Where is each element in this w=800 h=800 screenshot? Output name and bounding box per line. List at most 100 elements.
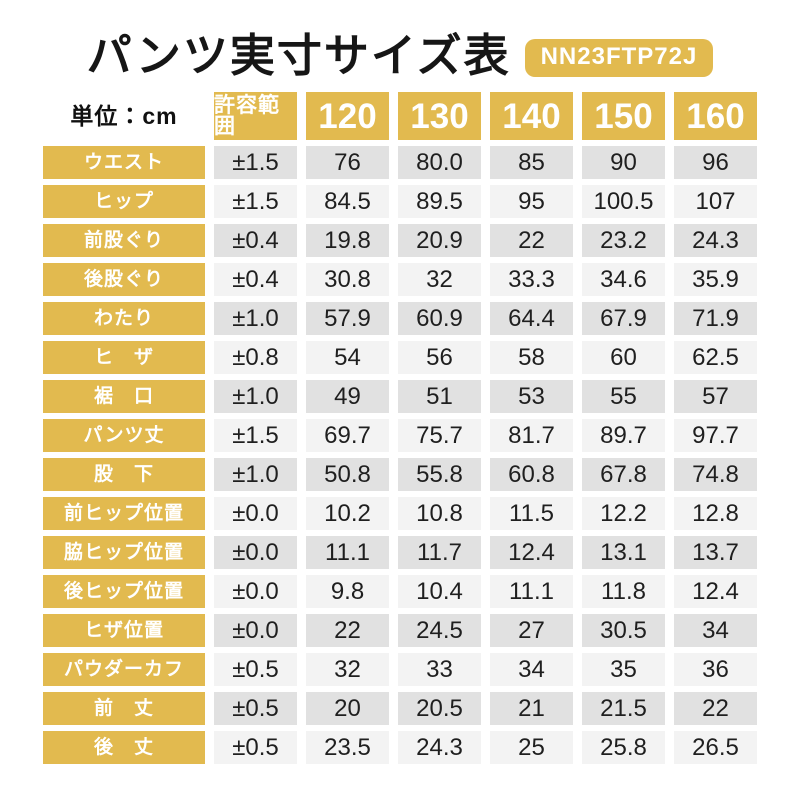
size-header: 130	[398, 92, 481, 140]
value-cell: 75.7	[398, 419, 481, 452]
value-cell: 62.5	[674, 341, 757, 374]
row-label: ヒップ	[43, 185, 205, 218]
value-cell: 12.4	[490, 536, 573, 569]
header: パンツ実寸サイズ表 NN23FTP72J	[0, 0, 800, 86]
value-cell: 22	[674, 692, 757, 725]
value-cell: 12.2	[582, 497, 665, 530]
value-cell: 34.6	[582, 263, 665, 296]
tolerance-cell: ±0.4	[214, 224, 297, 257]
row-label: わたり	[43, 302, 205, 335]
tolerance-cell: ±0.0	[214, 575, 297, 608]
tolerance-cell: ±0.0	[214, 497, 297, 530]
value-cell: 55.8	[398, 458, 481, 491]
value-cell: 71.9	[674, 302, 757, 335]
value-cell: 97.7	[674, 419, 757, 452]
row-label: 股 下	[43, 458, 205, 491]
row-label: 後 丈	[43, 731, 205, 764]
value-cell: 107	[674, 185, 757, 218]
value-cell: 76	[306, 146, 389, 179]
value-cell: 33.3	[490, 263, 573, 296]
value-cell: 57.9	[306, 302, 389, 335]
row-label: パンツ丈	[43, 419, 205, 452]
row-label: 脇ヒップ位置	[43, 536, 205, 569]
tolerance-cell: ±1.0	[214, 302, 297, 335]
value-cell: 35	[582, 653, 665, 686]
size-header: 120	[306, 92, 389, 140]
value-cell: 60.8	[490, 458, 573, 491]
value-cell: 13.1	[582, 536, 665, 569]
size-header: 150	[582, 92, 665, 140]
value-cell: 10.2	[306, 497, 389, 530]
value-cell: 11.5	[490, 497, 573, 530]
value-cell: 21	[490, 692, 573, 725]
value-cell: 56	[398, 341, 481, 374]
value-cell: 95	[490, 185, 573, 218]
tolerance-cell: ±1.5	[214, 146, 297, 179]
value-cell: 34	[674, 614, 757, 647]
value-cell: 12.4	[674, 575, 757, 608]
page-title: パンツ実寸サイズ表	[86, 29, 511, 81]
value-cell: 19.8	[306, 224, 389, 257]
value-cell: 84.5	[306, 185, 389, 218]
row-label: ヒ ザ	[43, 341, 205, 374]
tolerance-cell: ±1.0	[214, 380, 297, 413]
value-cell: 36	[674, 653, 757, 686]
value-cell: 24.5	[398, 614, 481, 647]
value-cell: 90	[582, 146, 665, 179]
value-cell: 74.8	[674, 458, 757, 491]
tolerance-cell: ±0.0	[214, 614, 297, 647]
row-label: パウダーカフ	[43, 653, 205, 686]
value-cell: 34	[490, 653, 573, 686]
value-cell: 64.4	[490, 302, 573, 335]
value-cell: 30.8	[306, 263, 389, 296]
size-header: 140	[490, 92, 573, 140]
value-cell: 49	[306, 380, 389, 413]
value-cell: 89.7	[582, 419, 665, 452]
size-header: 160	[674, 92, 757, 140]
row-label: 前ヒップ位置	[43, 497, 205, 530]
value-cell: 100.5	[582, 185, 665, 218]
value-cell: 12.8	[674, 497, 757, 530]
value-cell: 60.9	[398, 302, 481, 335]
value-cell: 33	[398, 653, 481, 686]
value-cell: 30.5	[582, 614, 665, 647]
unit-label: 単位：cm	[70, 102, 178, 129]
value-cell: 13.7	[674, 536, 757, 569]
row-label: 後股ぐり	[43, 263, 205, 296]
value-cell: 24.3	[674, 224, 757, 257]
value-cell: 32	[306, 653, 389, 686]
value-cell: 20.5	[398, 692, 481, 725]
product-code-badge: NN23FTP72J	[524, 39, 714, 77]
value-cell: 50.8	[306, 458, 389, 491]
tolerance-cell: ±1.5	[214, 419, 297, 452]
row-label: 後ヒップ位置	[43, 575, 205, 608]
value-cell: 11.7	[398, 536, 481, 569]
value-cell: 22	[306, 614, 389, 647]
value-cell: 58	[490, 341, 573, 374]
tolerance-cell: ±0.5	[214, 653, 297, 686]
tolerance-header: 許容範囲	[214, 92, 297, 140]
value-cell: 53	[490, 380, 573, 413]
value-cell: 27	[490, 614, 573, 647]
value-cell: 11.1	[490, 575, 573, 608]
value-cell: 25	[490, 731, 573, 764]
value-cell: 10.8	[398, 497, 481, 530]
value-cell: 32	[398, 263, 481, 296]
value-cell: 67.9	[582, 302, 665, 335]
value-cell: 54	[306, 341, 389, 374]
value-cell: 67.8	[582, 458, 665, 491]
row-label: 裾 口	[43, 380, 205, 413]
value-cell: 57	[674, 380, 757, 413]
value-cell: 35.9	[674, 263, 757, 296]
value-cell: 89.5	[398, 185, 481, 218]
size-table: 単位：cm 許容範囲 120 130 140 150 160 ウエスト ±1.5 76 80.0…	[43, 92, 757, 764]
value-cell: 60	[582, 341, 665, 374]
tolerance-cell: ±0.4	[214, 263, 297, 296]
value-cell: 22	[490, 224, 573, 257]
value-cell: 26.5	[674, 731, 757, 764]
value-cell: 24.3	[398, 731, 481, 764]
value-cell: 25.8	[582, 731, 665, 764]
value-cell: 23.2	[582, 224, 665, 257]
tolerance-cell: ±0.0	[214, 536, 297, 569]
value-cell: 51	[398, 380, 481, 413]
